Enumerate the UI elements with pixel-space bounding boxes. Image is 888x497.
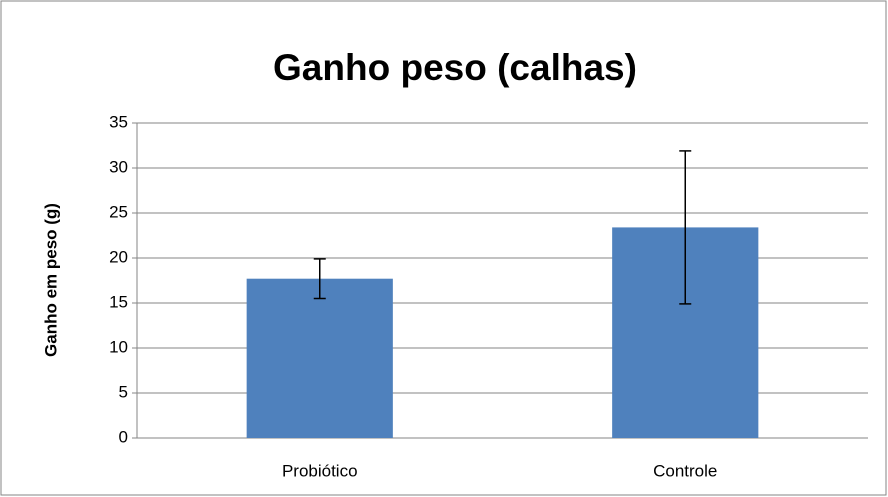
x-tick-label: Controle [653, 461, 717, 480]
y-tick-label: 30 [109, 157, 128, 176]
y-tick-label: 0 [119, 427, 128, 446]
y-tick-label: 5 [119, 382, 128, 401]
chart-title: Ganho peso (calhas) [273, 47, 637, 88]
y-tick-label: 25 [109, 202, 128, 221]
y-tick-label: 10 [109, 337, 128, 356]
y-tick-label: 35 [109, 112, 128, 131]
y-axis-label: Ganho em peso (g) [41, 203, 60, 357]
bar [246, 278, 393, 438]
y-tick-label: 20 [109, 247, 128, 266]
y-tick-label: 15 [109, 292, 128, 311]
x-tick-label: Probiótico [282, 461, 358, 480]
